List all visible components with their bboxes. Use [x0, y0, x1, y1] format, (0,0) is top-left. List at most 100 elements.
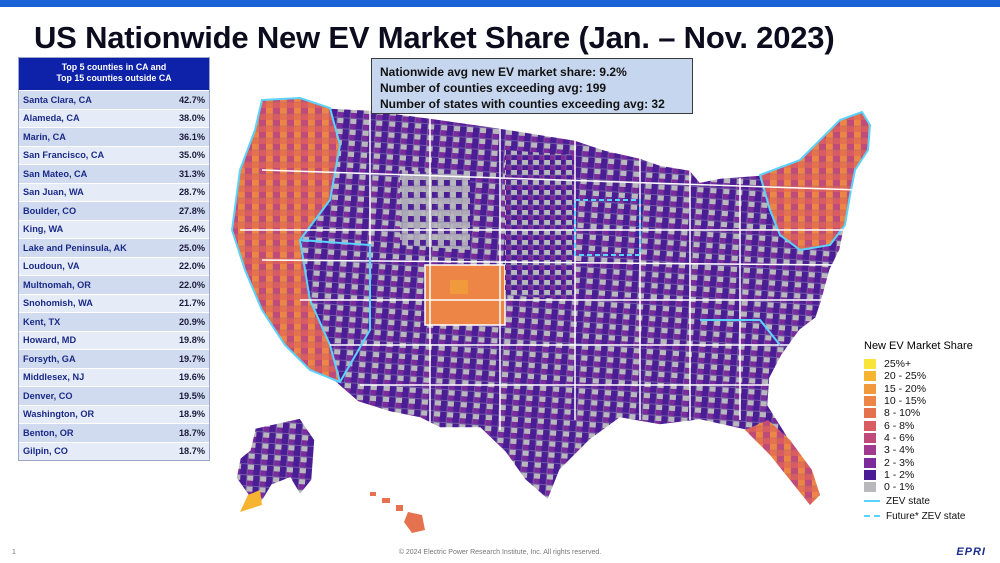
county-name: Howard, MD	[23, 335, 77, 346]
county-name: Gilpin, CO	[23, 446, 68, 457]
legend-zev-label: ZEV state	[886, 495, 930, 507]
table-row: Kent, TX 20.9%	[19, 312, 209, 331]
table-row: Santa Clara, CA 42.7%	[19, 90, 209, 109]
table-row: Gilpin, CO 18.7%	[19, 441, 209, 460]
county-name: Forsyth, GA	[23, 353, 76, 364]
legend-item: 1 - 2%	[864, 469, 994, 481]
county-share: 20.9%	[178, 316, 205, 327]
future-zev-line-swatch	[864, 515, 880, 518]
contiguous-us-shape	[231, 97, 871, 507]
legend-swatch	[864, 408, 876, 419]
legend-swatch	[864, 359, 876, 370]
top-accent-bar	[0, 0, 1000, 7]
table-header-line1: Top 5 counties in CA and	[61, 62, 167, 72]
legend-label: 2 - 3%	[884, 456, 915, 469]
county-name: San Francisco, CA	[23, 150, 105, 161]
zev-line-swatch	[864, 500, 880, 503]
county-name: Boulder, CO	[23, 205, 77, 216]
county-share: 27.8%	[178, 205, 205, 216]
legend-item: 20 - 25%	[864, 370, 994, 382]
legend-swatch	[864, 383, 876, 394]
county-name: San Juan, WA	[23, 187, 84, 198]
county-name: Multnomah, OR	[23, 279, 91, 290]
table-row: Alameda, CA 38.0%	[19, 108, 209, 127]
county-share: 31.3%	[178, 168, 205, 179]
table-row: Loudoun, VA 22.0%	[19, 256, 209, 275]
legend-item: 0 - 1%	[864, 481, 994, 493]
epri-logo: EPRI	[956, 546, 986, 558]
table-row: Boulder, CO 27.8%	[19, 201, 209, 220]
legend-swatch	[864, 445, 876, 456]
alaska-shape	[235, 417, 316, 514]
stats-box: Nationwide avg new EV market share: 9.2%…	[371, 58, 693, 114]
legend-item: 10 - 15%	[864, 395, 994, 407]
legend-title: New EV Market Share	[864, 340, 973, 352]
county-name: San Mateo, CA	[23, 168, 88, 179]
table-row: San Mateo, CA 31.3%	[19, 164, 209, 183]
legend-label: 3 - 4%	[884, 444, 915, 457]
legend-swatch	[864, 396, 876, 407]
county-share: 26.4%	[178, 224, 205, 235]
colorado-region	[424, 264, 506, 326]
legend-swatch	[864, 371, 876, 382]
county-name: King, WA	[23, 224, 64, 235]
table-row: Marin, CA 36.1%	[19, 127, 209, 146]
legend-label: 8 - 10%	[884, 407, 921, 420]
legend-label: 25%+	[884, 358, 912, 371]
county-name: Denver, CO	[23, 390, 73, 401]
county-share: 18.7%	[178, 427, 205, 438]
legend-swatch	[864, 457, 876, 468]
county-share: 19.6%	[178, 372, 205, 383]
stat-avg-share: Nationwide avg new EV market share: 9.2%	[380, 65, 627, 79]
county-name: Marin, CA	[23, 131, 66, 142]
map-legend: New EV Market Share 25%+ 20 - 25% 15 - 20%…	[864, 340, 994, 523]
table-header-line2: Top 15 counties outside CA	[56, 73, 172, 83]
county-share: 42.7%	[178, 94, 205, 105]
copyright-text: © 2024 Electric Power Research Institute…	[398, 549, 602, 556]
legend-zev-state: ZEV state	[864, 494, 994, 508]
county-share: 21.7%	[178, 298, 205, 309]
table-row: Benton, OR 18.7%	[19, 423, 209, 442]
table-row: San Francisco, CA 35.0%	[19, 145, 209, 164]
stat-counties-exceeding: Number of counties exceeding avg: 199	[380, 81, 607, 95]
county-share: 19.5%	[178, 390, 205, 401]
county-name: Lake and Peninsula, AK	[23, 242, 127, 253]
county-name: Washington, OR	[23, 409, 95, 420]
legend-swatch	[864, 482, 876, 493]
county-share: 19.8%	[178, 335, 205, 346]
legend-item: 6 - 8%	[864, 419, 994, 432]
legend-label: 1 - 2%	[884, 468, 915, 481]
legend-future-zev-state: Future* ZEV state	[864, 509, 994, 523]
county-name: Kent, TX	[23, 316, 61, 327]
legend-items: 25%+ 20 - 25% 15 - 20% 10 - 15% 8 - 10% 6 - 8…	[864, 358, 994, 493]
hawaii-shape	[370, 492, 425, 533]
county-share: 25.0%	[178, 242, 205, 253]
table-row: Snohomish, WA 21.7%	[19, 293, 209, 312]
legend-swatch	[864, 432, 876, 443]
legend-label: 10 - 15%	[884, 395, 927, 408]
county-share: 38.0%	[178, 113, 205, 124]
legend-label: 20 - 25%	[884, 370, 927, 383]
page-number: 1	[12, 549, 16, 556]
county-name: Middlesex, NJ	[23, 372, 85, 383]
table-header: Top 5 counties in CA and Top 15 counties…	[19, 58, 209, 90]
table-row: Washington, OR 18.9%	[19, 404, 209, 423]
table-row: Forsyth, GA 19.7%	[19, 349, 209, 368]
stat-states-exceeding: Number of states with counties exceeding…	[380, 97, 665, 111]
table-row: Middlesex, NJ 19.6%	[19, 367, 209, 386]
table-row: Multnomah, OR 22.0%	[19, 275, 209, 294]
legend-swatch	[864, 420, 876, 431]
legend-swatch	[864, 469, 876, 480]
county-name: Loudoun, VA	[23, 261, 80, 272]
legend-item: 4 - 6%	[864, 432, 994, 444]
county-share: 28.7%	[178, 187, 205, 198]
legend-label: 0 - 1%	[884, 481, 915, 494]
legend-item: 2 - 3%	[864, 456, 994, 469]
county-share: 35.0%	[178, 150, 205, 161]
table-row: Denver, CO 19.5%	[19, 386, 209, 405]
page-title: US Nationwide New EV Market Share (Jan. …	[34, 20, 835, 55]
county-share: 18.7%	[178, 446, 205, 457]
legend-item: 25%+	[864, 358, 994, 370]
legend-item: 8 - 10%	[864, 407, 994, 419]
